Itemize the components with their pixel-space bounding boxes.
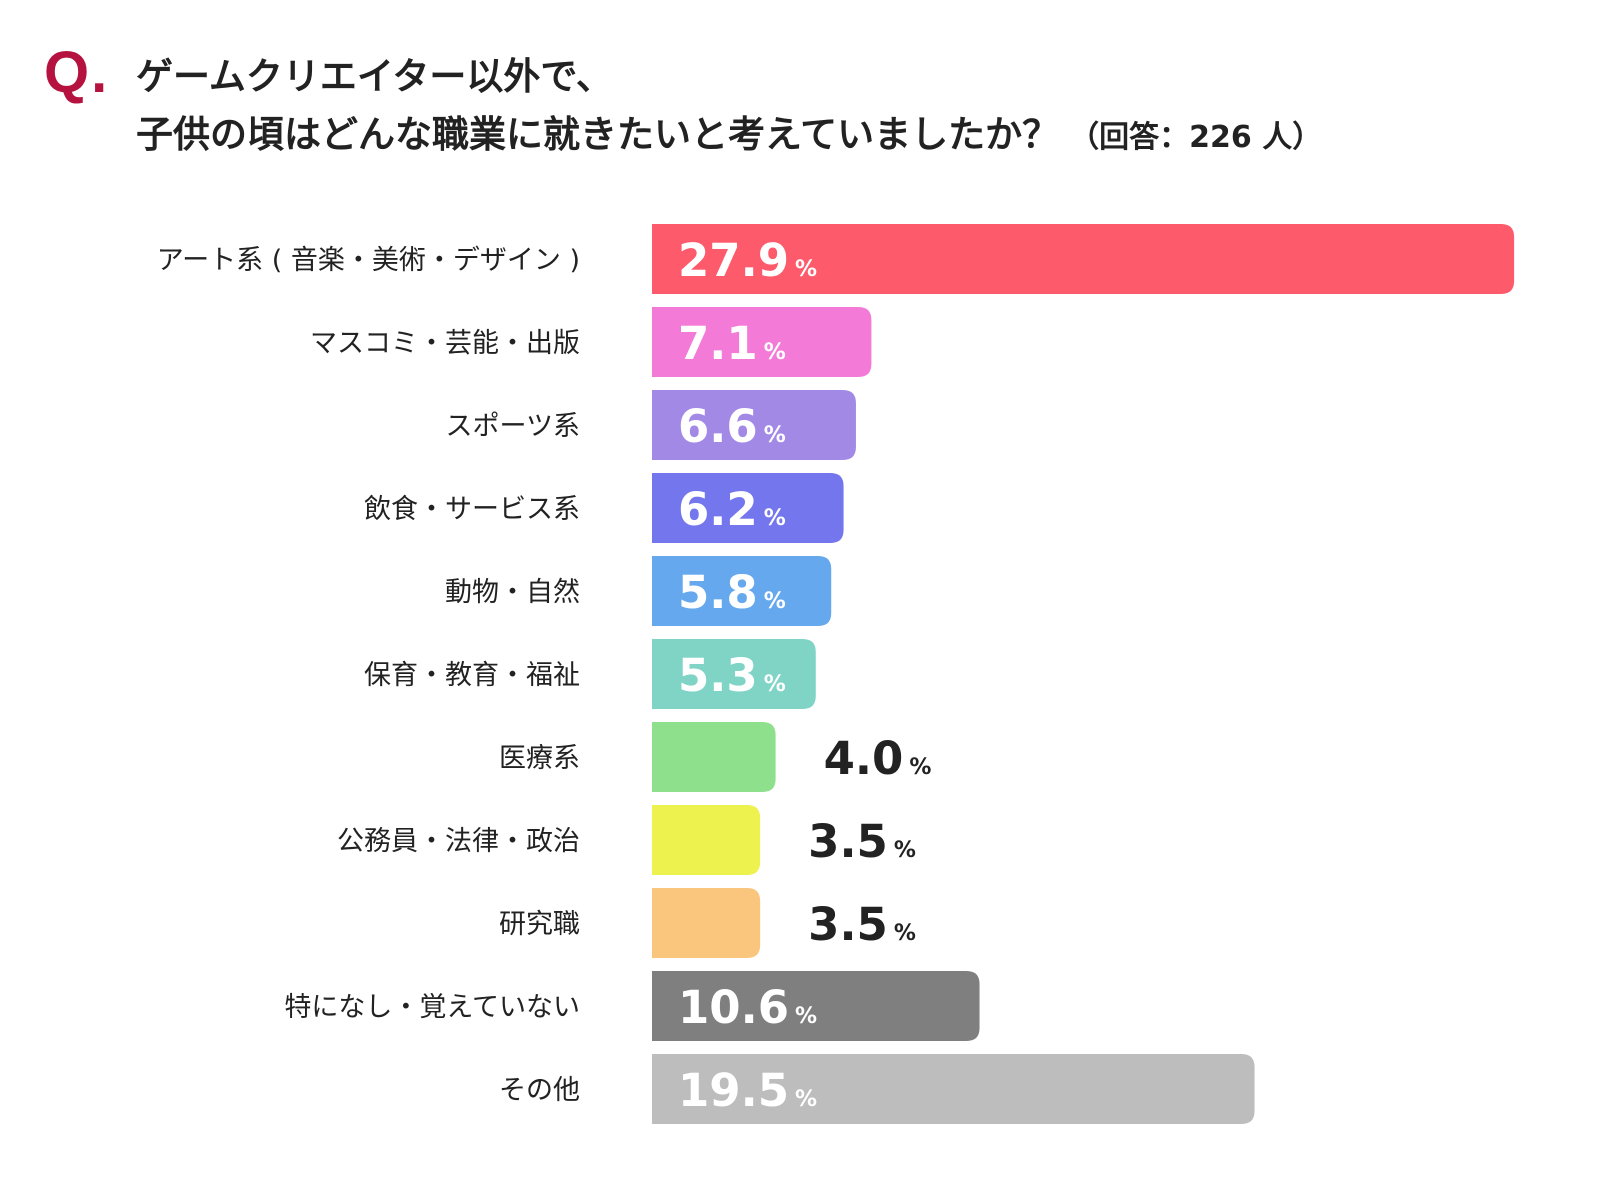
data-label: 5.3% bbox=[678, 649, 786, 702]
category-label: アート系 ( 音楽・美術・デザイン ) bbox=[157, 245, 580, 276]
data-label: 5.8% bbox=[678, 566, 786, 619]
data-label: 27.9% bbox=[678, 234, 817, 287]
category-label: スポーツ系 bbox=[446, 411, 580, 442]
bar bbox=[652, 224, 1515, 294]
respondents-note: （回答：226 人） bbox=[1069, 120, 1323, 155]
data-label: 3.5% bbox=[808, 898, 916, 951]
bar bbox=[652, 805, 761, 875]
chart-title-line-2-text: 子供の頃はどんな職業に就きたいと考えていましたか？ bbox=[136, 113, 1060, 156]
bar bbox=[652, 722, 776, 792]
bar bbox=[652, 1054, 1255, 1124]
category-label: マスコミ・芸能・出版 bbox=[310, 328, 580, 359]
chart-title-line-2: 子供の頃はどんな職業に就きたいと考えていましたか？ （回答：226 人） bbox=[136, 116, 1322, 153]
data-label: 6.6% bbox=[678, 400, 786, 453]
category-label: 特になし・覚えていない bbox=[284, 992, 580, 1023]
chart-title-line-1: ゲームクリエイター以外で、 bbox=[136, 55, 613, 98]
data-label: 6.2% bbox=[678, 483, 786, 536]
category-label: 保育・教育・福祉 bbox=[364, 660, 580, 691]
category-label: 公務員・法律・政治 bbox=[337, 826, 580, 857]
bar bbox=[652, 473, 844, 543]
data-label: 4.0% bbox=[824, 732, 932, 785]
category-label: 動物・自然 bbox=[445, 577, 580, 608]
data-label: 7.1% bbox=[678, 317, 786, 370]
category-label: 飲食・サービス系 bbox=[364, 494, 580, 525]
category-label: その他 bbox=[499, 1075, 580, 1106]
data-label: 10.6% bbox=[678, 981, 817, 1034]
bar bbox=[652, 556, 832, 626]
data-label: 19.5% bbox=[678, 1064, 817, 1117]
bar bbox=[652, 639, 816, 709]
question-mark-label: Q. bbox=[44, 40, 110, 105]
bar bbox=[652, 307, 872, 377]
bar bbox=[652, 971, 980, 1041]
bar bbox=[652, 888, 761, 958]
category-label: 研究職 bbox=[499, 909, 580, 940]
bar bbox=[652, 390, 856, 460]
category-label: 医療系 bbox=[499, 743, 580, 774]
data-label: 3.5% bbox=[808, 815, 916, 868]
